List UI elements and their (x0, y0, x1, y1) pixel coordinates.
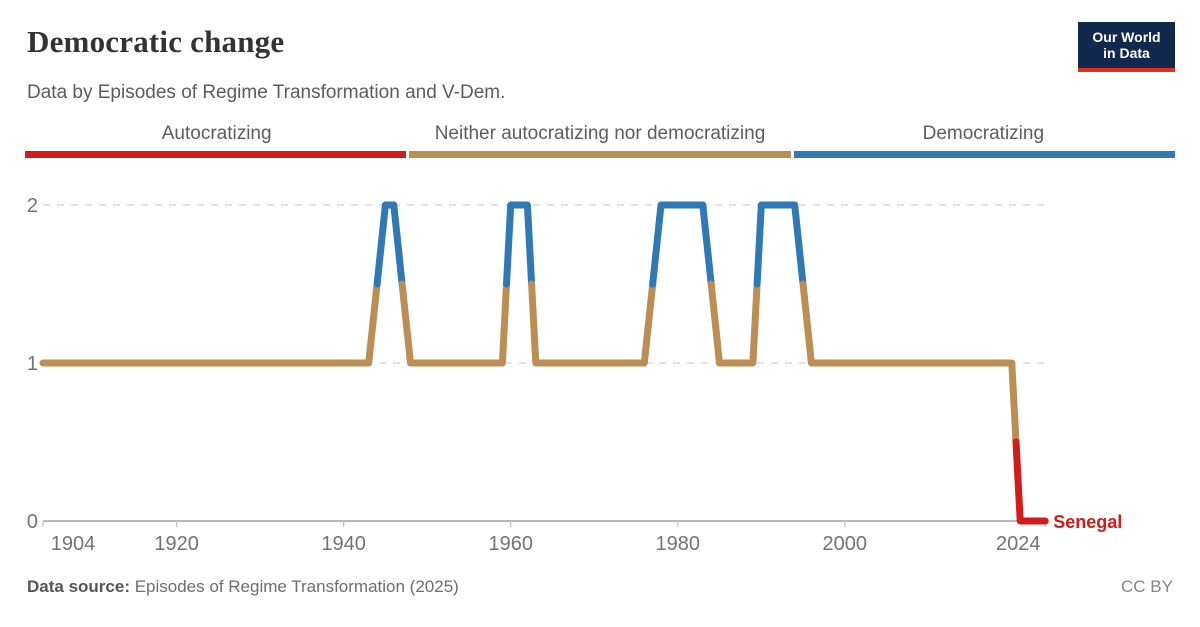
owid-logo-line1: Our World (1092, 29, 1161, 45)
series-line-segment (707, 280, 761, 367)
x-tick-label: 1904 (51, 533, 96, 555)
legend-color-bar (25, 151, 1175, 158)
x-tick-label: 1980 (656, 533, 701, 555)
x-tick-label: 1940 (321, 533, 366, 555)
series-line-segment (39, 280, 381, 367)
page-title: Democratic change (27, 24, 285, 59)
series-line-segment (753, 201, 807, 288)
data-source-label: Data source: (27, 577, 130, 596)
owid-logo: Our World in Data (1078, 22, 1175, 72)
legend-swatch-neither (409, 151, 791, 158)
legend-label-autocratizing: Autocratizing (161, 123, 272, 144)
series-line-segment (799, 280, 1020, 446)
data-source: Data source: Episodes of Regime Transfor… (27, 577, 459, 597)
y-tick-label: 0 (27, 511, 38, 533)
y-tick-label: 2 (27, 195, 38, 217)
legend-swatch-autocratizing (25, 151, 407, 158)
y-tick-label: 1 (27, 353, 38, 375)
license-badge: CC BY (1121, 577, 1173, 596)
legend-label-neither: Neither autocratizing nor democratizing (434, 123, 766, 144)
chart-subtitle: Data by Episodes of Regime Transformatio… (27, 82, 506, 103)
series-line-segment (398, 280, 510, 367)
entity-end-label: Senegal (1053, 512, 1122, 532)
legend-labels: Autocratizing Neither autocratizing nor … (25, 123, 1175, 145)
line-chart: 0 1 2 1904 1920 1940 1960 1980 2000 2024 Senegal (27, 195, 1122, 555)
series-line-segment (503, 201, 536, 288)
x-tick-label: 1920 (154, 533, 199, 555)
x-tick-label: 1960 (488, 533, 533, 555)
series-line-segment (373, 201, 406, 288)
legend-label-democratizing: Democratizing (922, 123, 1045, 144)
chart-area: 0 1 2 1904 1920 1940 1960 1980 2000 2024 Senegal (0, 170, 1200, 570)
legend-swatch-democratizing (793, 151, 1175, 158)
x-tick-label: 2000 (823, 533, 868, 555)
series-line-segment (528, 280, 657, 367)
series-line-segment (1012, 438, 1049, 525)
chart-footer: Data source: Episodes of Regime Transfor… (27, 577, 1173, 597)
data-source-text: Episodes of Regime Transformation (2025) (129, 577, 459, 596)
series-line-segment (649, 201, 715, 288)
x-tick-label: 2024 (996, 533, 1041, 555)
owid-logo-line2: in Data (1103, 45, 1150, 61)
